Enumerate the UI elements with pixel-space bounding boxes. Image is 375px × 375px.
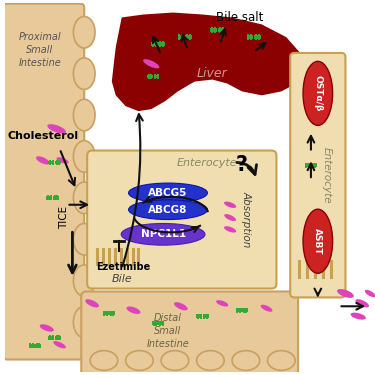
Ellipse shape: [351, 313, 366, 320]
Ellipse shape: [224, 214, 236, 221]
Text: Distal
Small
Intestine: Distal Small Intestine: [147, 313, 189, 349]
Text: OSTα/β: OSTα/β: [314, 75, 322, 111]
Text: Enterocyte: Enterocyte: [322, 147, 332, 204]
Ellipse shape: [174, 302, 188, 310]
Ellipse shape: [74, 224, 95, 255]
Text: ?: ?: [236, 155, 248, 176]
Ellipse shape: [74, 99, 95, 131]
Text: TICE: TICE: [60, 206, 69, 229]
Ellipse shape: [74, 306, 95, 338]
Ellipse shape: [356, 299, 369, 307]
Text: NPC1L1: NPC1L1: [141, 230, 186, 239]
Ellipse shape: [365, 290, 375, 297]
Text: Enterocyte: Enterocyte: [177, 158, 238, 168]
Ellipse shape: [303, 62, 333, 125]
Ellipse shape: [90, 351, 118, 370]
Ellipse shape: [129, 200, 207, 219]
Ellipse shape: [57, 157, 69, 164]
Ellipse shape: [53, 341, 66, 348]
Ellipse shape: [74, 141, 95, 172]
FancyBboxPatch shape: [290, 53, 345, 297]
Ellipse shape: [126, 306, 141, 314]
Ellipse shape: [303, 209, 333, 273]
Ellipse shape: [74, 16, 95, 48]
Ellipse shape: [126, 351, 153, 370]
Ellipse shape: [129, 183, 207, 203]
Text: ABCG8: ABCG8: [148, 205, 188, 214]
Ellipse shape: [232, 351, 260, 370]
Ellipse shape: [121, 224, 205, 245]
Text: Liver: Liver: [197, 67, 228, 80]
Ellipse shape: [216, 300, 228, 306]
Ellipse shape: [224, 226, 236, 232]
Ellipse shape: [337, 289, 354, 298]
Ellipse shape: [267, 351, 295, 370]
Ellipse shape: [74, 265, 95, 296]
Text: Ezetimibe: Ezetimibe: [96, 262, 150, 272]
Ellipse shape: [224, 201, 236, 208]
Ellipse shape: [74, 58, 95, 89]
Ellipse shape: [47, 124, 66, 134]
Ellipse shape: [143, 59, 159, 68]
Text: Absorption: Absorption: [242, 191, 252, 248]
FancyBboxPatch shape: [3, 4, 84, 360]
Ellipse shape: [196, 351, 224, 370]
Text: Bile salt: Bile salt: [216, 11, 264, 24]
Ellipse shape: [36, 156, 50, 165]
Polygon shape: [112, 12, 303, 111]
FancyBboxPatch shape: [87, 150, 276, 288]
Text: Bile: Bile: [111, 274, 132, 284]
Ellipse shape: [85, 299, 99, 307]
Text: ABCG5: ABCG5: [148, 188, 188, 198]
Text: Cholesterol: Cholesterol: [7, 131, 78, 141]
Ellipse shape: [74, 182, 95, 214]
Text: ASBT: ASBT: [314, 228, 322, 255]
Ellipse shape: [161, 351, 189, 370]
Text: Proximal
Small
Intestine: Proximal Small Intestine: [18, 32, 61, 68]
Ellipse shape: [261, 305, 273, 312]
Ellipse shape: [40, 324, 54, 332]
FancyBboxPatch shape: [81, 291, 298, 375]
